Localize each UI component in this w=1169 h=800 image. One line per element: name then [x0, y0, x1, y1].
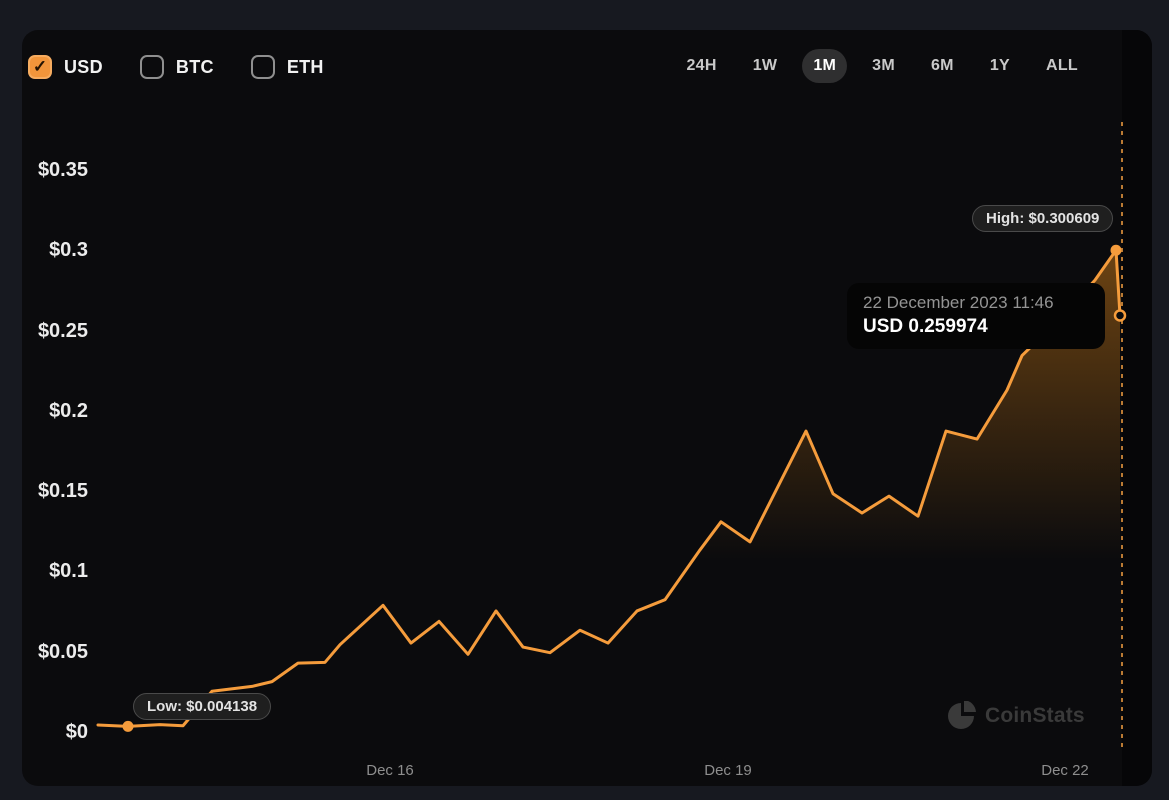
future-area-band: [1122, 30, 1152, 786]
range-button-all[interactable]: ALL: [1045, 57, 1078, 74]
range-button-1y[interactable]: 1Y: [989, 57, 1010, 74]
coinstats-watermark: CoinStats: [946, 701, 1085, 731]
x-tick-label: Dec 19: [704, 762, 752, 779]
range-button-24h[interactable]: 24H: [686, 57, 717, 74]
tooltip-date: 22 December 2023 11:46: [863, 293, 1054, 312]
price-tooltip: 22 December 2023 11:46 USD 0.259974: [847, 283, 1105, 349]
tooltip-value: USD 0.259974: [863, 316, 988, 337]
y-tick-label: $0.2: [49, 399, 88, 422]
watermark-text: CoinStats: [985, 704, 1085, 727]
x-tick-label: Dec 22: [1041, 762, 1089, 779]
y-tick-label: $0: [65, 721, 88, 743]
high-point-dot: [1110, 244, 1122, 256]
high-price-badge: High: $0.300609: [972, 205, 1114, 232]
currency-label: USD: [64, 56, 103, 77]
currency-label: BTC: [175, 56, 214, 77]
y-tick-label: $0.25: [37, 319, 88, 342]
low-point-dot: [122, 720, 134, 732]
time-range-selector: 24H 1W 1M 3M 6M 1Y ALL: [675, 49, 1089, 83]
x-tick-label: Dec 16: [366, 762, 414, 779]
checked-checkbox-icon[interactable]: ✓: [28, 55, 52, 79]
y-tick-label: $0.35: [37, 158, 88, 181]
unchecked-checkbox-icon[interactable]: [139, 55, 164, 79]
currency-label: ETH: [286, 56, 324, 77]
currency-toggle-eth[interactable]: ETH: [250, 55, 324, 79]
unchecked-checkbox-icon[interactable]: [250, 55, 275, 79]
current-point-dot: [1113, 309, 1127, 322]
low-price-label: Low: $0.004138: [147, 698, 258, 715]
y-tick-label: $0.3: [49, 239, 88, 262]
coinstats-pie-icon: [948, 701, 976, 729]
currency-toggles: ✓ USD BTC ETH: [28, 55, 324, 79]
range-button-1w[interactable]: 1W: [752, 57, 778, 74]
range-button-1m[interactable]: 1M: [802, 49, 848, 83]
area-gradient-fill: [98, 250, 1120, 751]
low-price-badge: Low: $0.004138: [133, 693, 272, 720]
range-button-3m[interactable]: 3M: [872, 57, 895, 74]
range-button-6m[interactable]: 6M: [930, 57, 954, 74]
y-tick-label: $0.1: [49, 560, 88, 583]
currency-toggle-usd[interactable]: ✓ USD: [28, 55, 103, 79]
price-line: [96, 248, 1122, 728]
y-tick-label: $0.05: [37, 640, 88, 663]
y-tick-label: $0.15: [37, 480, 88, 503]
currency-toggle-btc[interactable]: BTC: [139, 55, 214, 79]
high-price-label: High: $0.300609: [986, 210, 1100, 227]
